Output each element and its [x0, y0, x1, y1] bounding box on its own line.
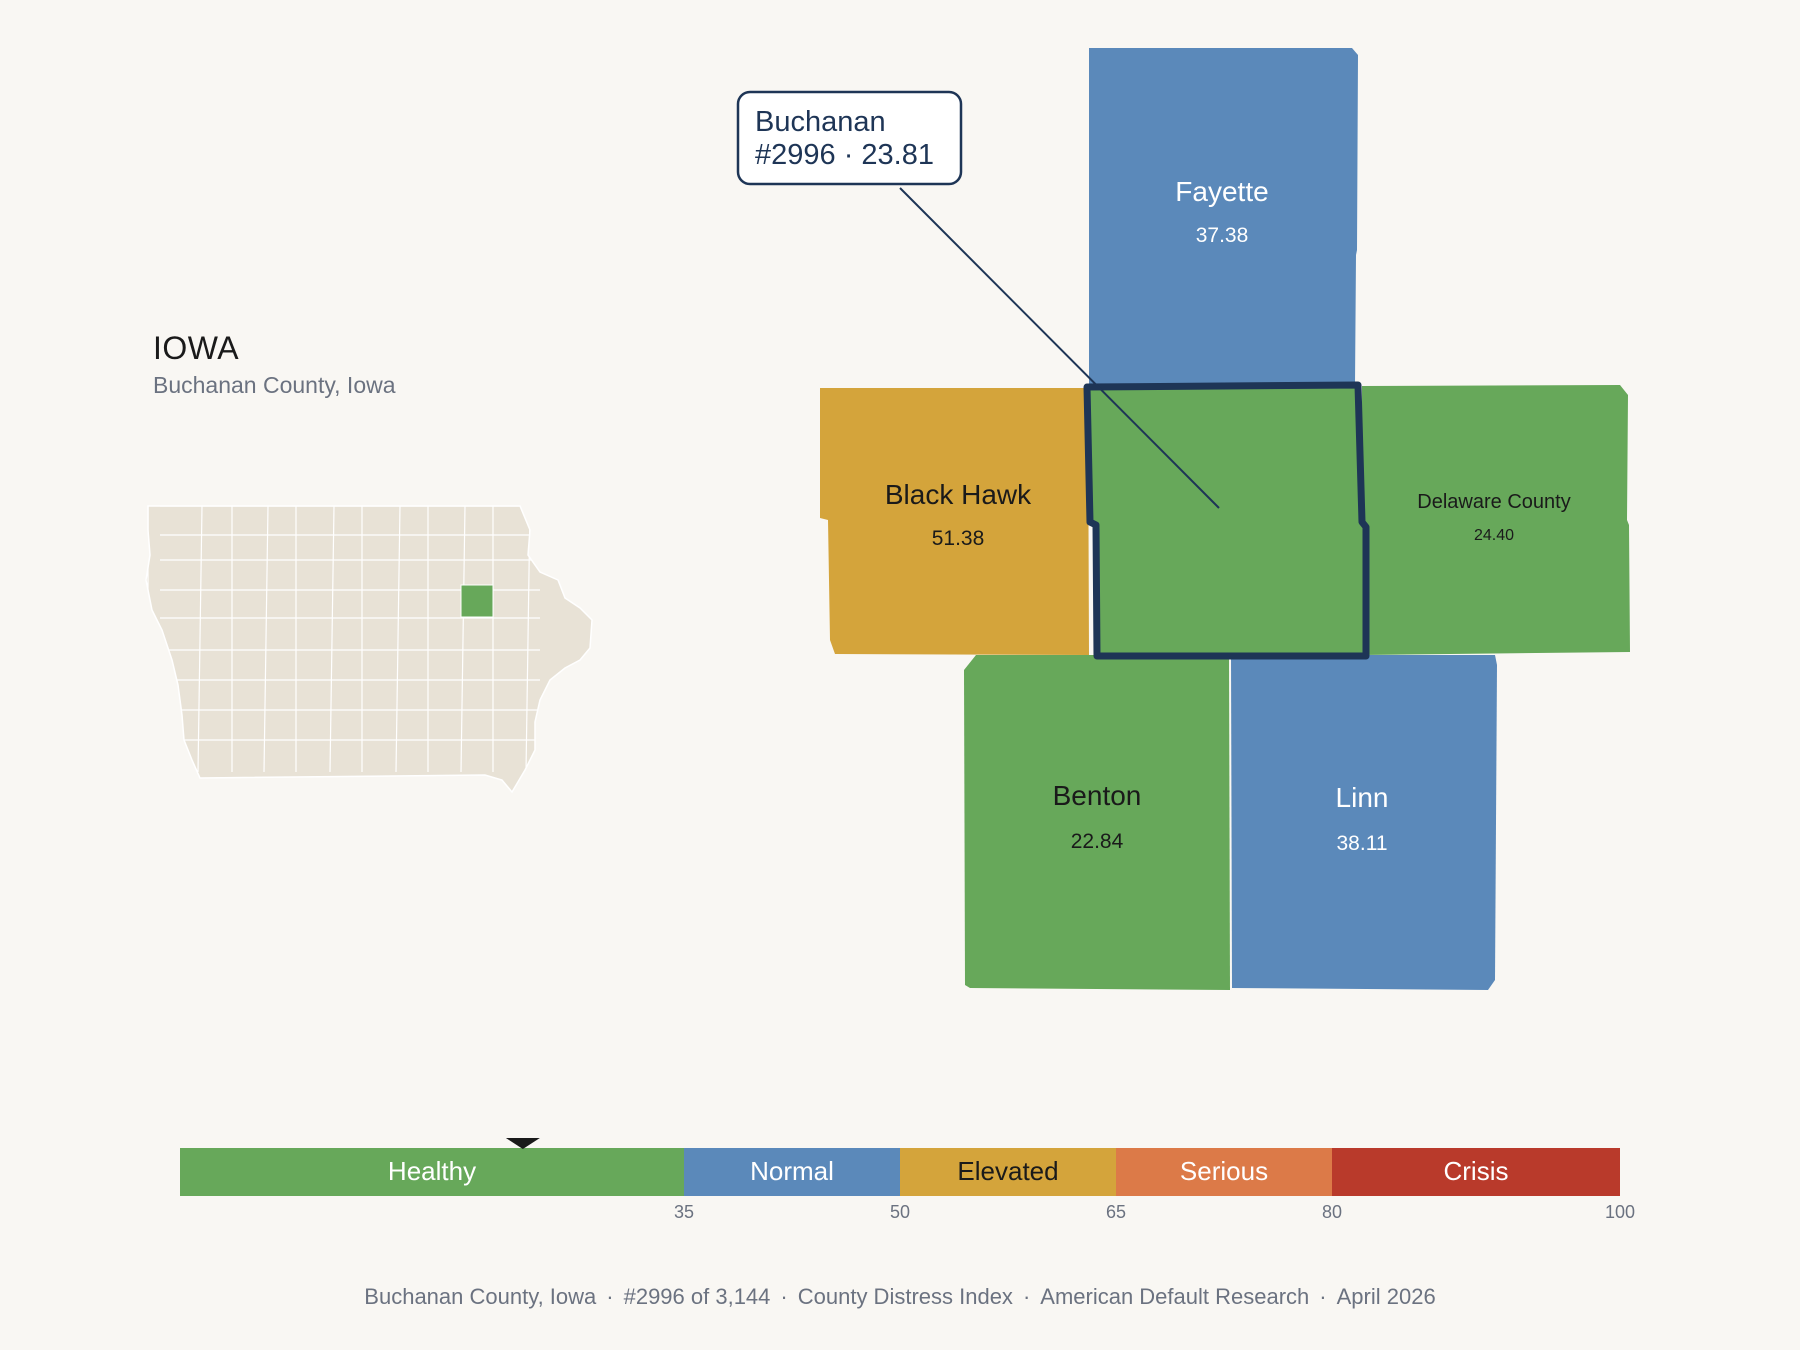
scale-segment-label-serious: Serious — [1180, 1156, 1268, 1186]
county-shape-delaware-county[interactable] — [1362, 385, 1630, 655]
scale-segment-label-healthy: Healthy — [388, 1156, 476, 1186]
footer-separator: · — [606, 1284, 614, 1309]
state-outline — [145, 505, 593, 794]
scale-ticks: 35 50 65 80 100 — [674, 1202, 1635, 1222]
scale-segment-crisis — [1332, 1148, 1620, 1196]
state-subtitle: Buchanan County, Iowa — [153, 372, 396, 398]
county-shape-linn[interactable] — [1231, 655, 1497, 990]
scale-segments: Healthy Normal Elevated Serious Crisis — [180, 1148, 1620, 1196]
scale-tick-label: 50 — [890, 1202, 910, 1222]
callout-box — [736, 90, 963, 186]
scale-segment-elevated — [900, 1148, 1116, 1196]
footer-rank: #2996 of 3,144 — [623, 1284, 771, 1309]
scale-tick-label: 80 — [1322, 1202, 1342, 1222]
footer-separator: · — [780, 1284, 788, 1309]
footer-location: Buchanan County, Iowa — [364, 1284, 597, 1309]
state-locator-map — [145, 505, 593, 794]
county-value-delaware-county: 24.40 — [1474, 527, 1514, 544]
callout-leader-line — [899, 187, 1220, 509]
scale-segment-label-elevated: Elevated — [957, 1156, 1058, 1186]
footer: Buchanan County, Iowa · #2996 of 3,144 · Cou… — [0, 1284, 1800, 1310]
county-value-benton: 22.84 — [1071, 830, 1124, 853]
county-value-black-hawk: 51.38 — [932, 527, 985, 550]
inset-highlight-county — [460, 584, 494, 618]
county-label-linn: Linn — [1336, 782, 1389, 813]
county-shape-fayette[interactable] — [1089, 48, 1358, 385]
scale-tick-label: 65 — [1106, 1202, 1126, 1222]
distress-scale-legend: Healthy Normal Elevated Serious Crisis 35 50 6… — [180, 1138, 1635, 1222]
scale-segment-normal — [684, 1148, 900, 1196]
county-neighborhood-map: Fayette 37.38 Black Hawk 51.38 Delaware … — [736, 48, 1630, 990]
county-shape-buchanan[interactable] — [1083, 381, 1370, 660]
footer-separator: · — [1319, 1284, 1327, 1309]
county-label-black-hawk: Black Hawk — [885, 479, 1032, 510]
scale-marker-triangle — [505, 1138, 540, 1149]
scale-tick-label: 35 — [674, 1202, 694, 1222]
callout-county-name: Buchanan — [755, 106, 886, 138]
footer-separator: · — [1022, 1284, 1031, 1309]
county-label-delaware-county: Delaware County — [1417, 491, 1570, 513]
footer-source: American Default Research — [1040, 1284, 1310, 1309]
scale-tick-label: 100 — [1605, 1202, 1635, 1222]
county-value-fayette: 37.38 — [1196, 224, 1249, 247]
scale-segment-label-normal: Normal — [750, 1156, 834, 1186]
scale-segment-serious — [1116, 1148, 1332, 1196]
callout-rank-value: #2996 · 23.81 — [755, 139, 934, 171]
county-label-fayette: Fayette — [1175, 176, 1268, 207]
county-label-benton: Benton — [1053, 780, 1142, 811]
scale-segment-healthy — [180, 1148, 684, 1196]
county-value-linn: 38.11 — [1337, 832, 1388, 855]
scale-segment-label-crisis: Crisis — [1444, 1156, 1509, 1186]
footer-date: April 2026 — [1336, 1284, 1436, 1309]
state-title: IOWA — [153, 330, 240, 366]
county-shape-black-hawk[interactable] — [820, 388, 1089, 655]
footer-index-name: County Distress Index — [797, 1284, 1013, 1309]
county-shape-benton[interactable] — [964, 655, 1230, 990]
